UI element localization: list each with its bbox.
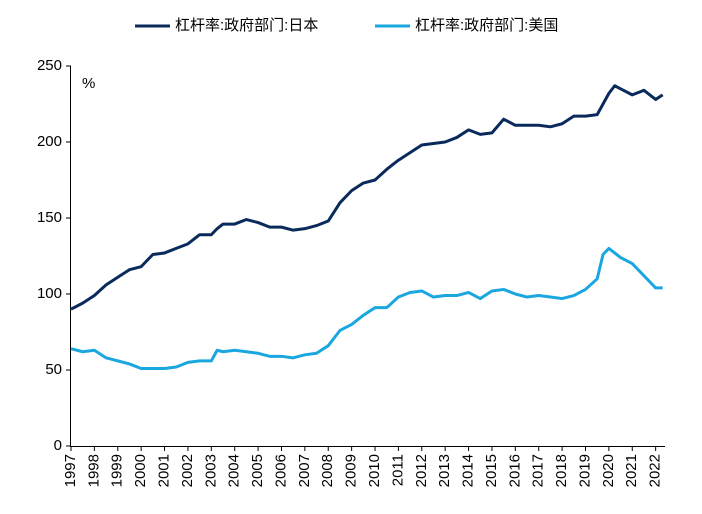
y-tick-label: 250 [37, 57, 62, 74]
y-tick-label: 150 [37, 209, 62, 226]
x-tick-label: 2012 [413, 454, 430, 487]
x-tick-label: 2003 [202, 454, 219, 487]
x-tick-label: 2014 [460, 454, 477, 487]
y-tick-label: 50 [45, 361, 62, 378]
x-tick-label: 2010 [366, 454, 383, 487]
y-unit-label: % [82, 75, 95, 92]
x-tick-label: 2013 [436, 454, 453, 487]
x-tick-label: 2011 [389, 454, 406, 486]
series-line [70, 246, 663, 370]
y-tick-label: 100 [37, 285, 62, 302]
x-tick-label: 2019 [576, 454, 593, 487]
y-tick-label: 0 [54, 437, 62, 454]
x-tick-label: 2000 [132, 454, 149, 487]
x-tick-label: 2007 [296, 454, 313, 487]
x-tick-label: 2004 [226, 454, 243, 487]
x-tick-label: 2008 [319, 454, 336, 487]
x-tick-label: 2006 [272, 454, 289, 487]
x-tick-label: 2021 [623, 454, 640, 487]
y-tick-label: 200 [37, 133, 62, 150]
x-tick-label: 2009 [343, 454, 360, 487]
x-tick-label: 2022 [647, 454, 664, 487]
x-tick-label: 2002 [179, 454, 196, 487]
x-tick-label: 2015 [483, 454, 500, 487]
x-tick-label: 1997 [62, 454, 79, 487]
x-tick-label: 1999 [109, 454, 126, 487]
x-tick-label: 2016 [506, 454, 523, 487]
legend-label: 杠杆率:政府部门:美国 [415, 17, 558, 34]
x-tick-label: 2017 [530, 454, 547, 487]
series-line [70, 84, 664, 311]
x-tick-label: 2001 [156, 454, 173, 487]
x-tick-label: 2005 [249, 454, 266, 487]
x-tick-label: 2018 [553, 454, 570, 487]
legend-label: 杠杆率:政府部门:日本 [175, 17, 318, 34]
x-tick-label: 2020 [600, 454, 617, 487]
x-tick-label: 1998 [85, 454, 102, 487]
